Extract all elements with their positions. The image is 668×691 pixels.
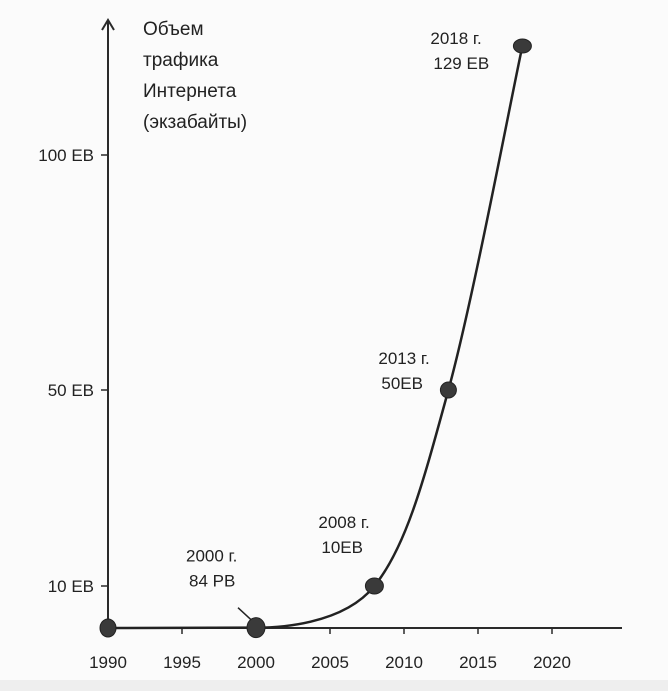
x-tick-label: 1990 xyxy=(89,653,127,672)
data-label: 2000 г. xyxy=(186,547,237,566)
data-point xyxy=(439,381,457,399)
title-line: (экзабайты) xyxy=(143,112,247,133)
data-label: 10EB xyxy=(321,538,363,557)
x-tick-label: 2005 xyxy=(311,653,349,672)
axis-ticks: 1990 1995 2000 2005 2010 2015 2020 10 EB 50 EB 10… xyxy=(38,146,571,672)
data-label: 2013 г. xyxy=(378,349,429,368)
x-tick-label: 2020 xyxy=(533,653,571,672)
data-labels: 2000 г. 84 PB 2008 г. 10EB 2013 г. 50EB 2018 г… xyxy=(186,29,489,621)
label-pointer xyxy=(237,607,252,621)
data-point xyxy=(99,618,117,638)
x-tick-label: 1995 xyxy=(163,653,201,672)
data-point xyxy=(246,617,266,639)
data-point xyxy=(512,38,532,54)
data-label: 2008 г. xyxy=(318,513,369,532)
data-series xyxy=(107,45,524,630)
x-tick-label: 2000 xyxy=(237,653,275,672)
y-axis-arrow-icon xyxy=(101,18,115,31)
bottom-band xyxy=(0,680,668,691)
chart-title: Объем трафика Интернета (экзабайты) xyxy=(143,19,247,133)
y-tick-label: 50 EB xyxy=(48,381,94,400)
data-label: 84 PB xyxy=(189,572,235,591)
y-tick-label: 100 EB xyxy=(38,146,94,165)
y-tick-label: 10 EB xyxy=(48,577,94,596)
x-tick-label: 2010 xyxy=(385,653,423,672)
data-points xyxy=(99,38,532,639)
data-point xyxy=(364,577,384,595)
traffic-series-line xyxy=(107,45,524,630)
data-label: 129 EB xyxy=(433,54,489,73)
title-line: трафика xyxy=(143,50,219,71)
title-line: Интернета xyxy=(143,81,237,102)
data-label: 2018 г. xyxy=(430,29,481,48)
data-label: 50EB xyxy=(381,374,423,393)
title-line: Объем xyxy=(143,19,204,40)
x-tick-label: 2015 xyxy=(459,653,497,672)
